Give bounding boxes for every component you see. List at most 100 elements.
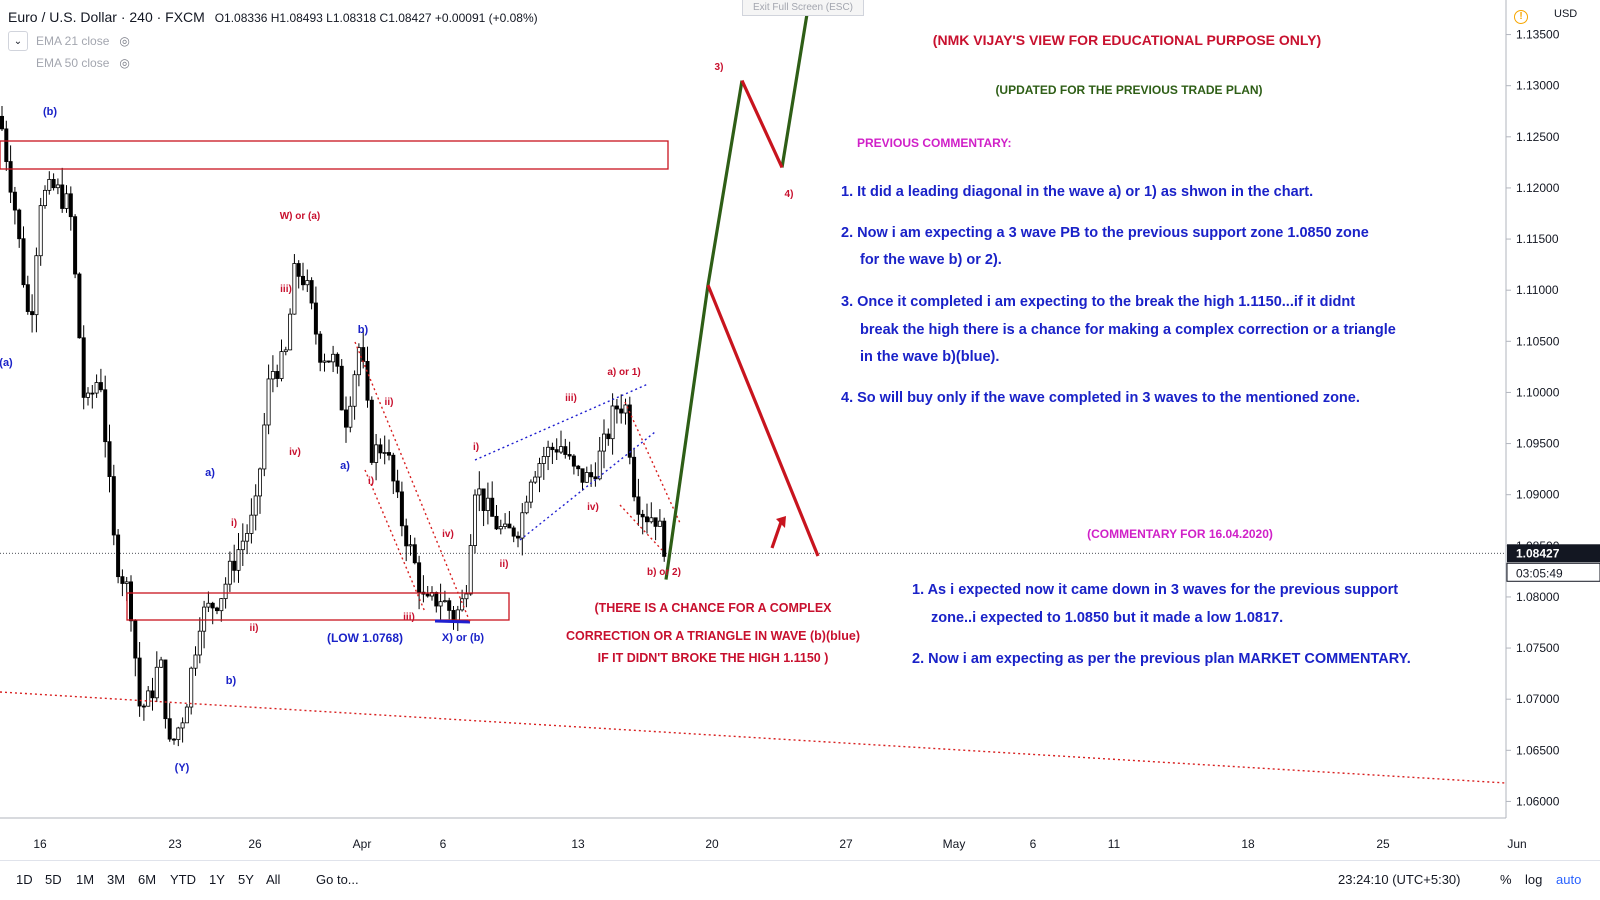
candle xyxy=(236,532,241,583)
candle xyxy=(133,619,138,677)
candle-body xyxy=(90,392,95,395)
range-all[interactable]: All xyxy=(266,872,281,887)
candle xyxy=(610,393,615,455)
candle xyxy=(395,469,400,499)
candle-body xyxy=(468,545,473,595)
candle xyxy=(447,597,452,620)
candle-body xyxy=(331,353,336,363)
time-axis: 16 23 26 Apr 6 13 20 27 May 6 11 18 25 Jun xyxy=(0,817,1527,851)
candle-body xyxy=(382,452,387,454)
candle-body xyxy=(305,280,310,286)
candle-body xyxy=(288,313,293,351)
indicator-ema21[interactable]: ⌄ EMA 21 close ◎ xyxy=(8,31,130,51)
wave-label-red: iii) xyxy=(280,284,292,295)
candle-body xyxy=(455,609,460,621)
candle-body xyxy=(361,347,366,362)
dotted-channel-upper xyxy=(354,341,471,623)
candle-body xyxy=(404,525,409,547)
candle-body xyxy=(171,738,176,741)
exit-fullscreen-button[interactable]: Exit Full Screen (ESC) xyxy=(742,0,864,16)
eye-slash-icon[interactable]: ◎ xyxy=(119,34,130,48)
wave-label-blue: (b) xyxy=(43,106,57,118)
candle-body xyxy=(30,311,35,316)
candle xyxy=(584,466,589,483)
candle xyxy=(404,518,409,562)
range-5y[interactable]: 5Y xyxy=(238,872,254,887)
candle-body xyxy=(116,534,121,578)
candle xyxy=(571,454,576,475)
candle-body xyxy=(662,520,667,557)
candle xyxy=(636,478,641,526)
indicator-ema50[interactable]: EMA 50 close ◎ xyxy=(36,56,130,70)
candle-body xyxy=(283,349,288,353)
candle xyxy=(77,272,82,339)
range-1d[interactable]: 1D xyxy=(16,872,33,887)
candle-body xyxy=(606,433,611,440)
range-1y[interactable]: 1Y xyxy=(209,872,225,887)
time-tick-label: Apr xyxy=(353,837,372,851)
candle-body xyxy=(636,496,641,515)
range-1m[interactable]: 1M xyxy=(76,872,95,887)
wave-label-red: iv) xyxy=(289,447,301,458)
candle xyxy=(386,439,391,461)
candle-body xyxy=(146,690,151,707)
range-6m[interactable]: 6M xyxy=(138,872,157,887)
candle-body xyxy=(270,371,275,380)
warning-icon[interactable]: ! xyxy=(1514,10,1528,24)
eye-slash-icon[interactable]: ◎ xyxy=(119,56,130,70)
price-tick-label: 1.06000 xyxy=(1516,794,1560,808)
time-tick-label: 25 xyxy=(1376,837,1390,851)
range-5d[interactable]: 5D xyxy=(45,872,62,887)
candle xyxy=(180,717,185,743)
range-3m[interactable]: 3M xyxy=(107,872,126,887)
chevron-down-icon[interactable]: ⌄ xyxy=(8,31,28,51)
candle-body xyxy=(154,666,159,699)
price-tick-label: 1.11000 xyxy=(1516,283,1559,297)
candle-body xyxy=(133,620,138,659)
candle xyxy=(576,464,581,477)
candle-body xyxy=(296,263,301,277)
goto-button[interactable]: Go to... xyxy=(316,872,359,887)
candle-body xyxy=(326,360,331,363)
candle-body xyxy=(434,592,439,607)
percent-toggle[interactable]: % xyxy=(1500,872,1512,887)
candle xyxy=(541,446,546,480)
candle xyxy=(520,503,525,556)
candle-body xyxy=(485,497,490,511)
candle-body xyxy=(490,497,495,517)
candle-body xyxy=(120,576,125,584)
candle xyxy=(494,505,499,531)
candle xyxy=(472,489,477,554)
range-ytd[interactable]: YTD xyxy=(170,872,196,887)
wave-label-red: iv) xyxy=(587,502,599,513)
time-tick-label: Jun xyxy=(1507,837,1526,851)
candle-body xyxy=(55,184,60,189)
candle xyxy=(498,519,503,535)
wave-label-blue: (Y) xyxy=(175,762,190,774)
wave-label-red: i) xyxy=(473,442,479,453)
candle xyxy=(253,484,258,531)
indicator-label: EMA 50 close xyxy=(36,56,110,70)
candle-body xyxy=(559,446,564,453)
candle-body xyxy=(266,378,271,426)
candle xyxy=(270,355,275,393)
candle-body xyxy=(365,361,370,401)
candle xyxy=(614,398,619,424)
complex-correction-note: IF IT DIDN'T BROKE THE HIGH 1.1150 ) xyxy=(598,651,829,665)
log-toggle[interactable]: log xyxy=(1525,872,1543,887)
candle-body xyxy=(60,184,65,209)
candle xyxy=(245,524,250,555)
wave-label-red: ii) xyxy=(385,397,394,408)
candle-body xyxy=(623,404,628,414)
candle xyxy=(219,598,224,622)
candle-body xyxy=(451,610,456,621)
candle-body xyxy=(645,516,650,523)
candle xyxy=(382,435,387,465)
candle-body xyxy=(4,128,9,162)
candle xyxy=(81,325,86,410)
candle xyxy=(17,208,22,248)
candle-body xyxy=(249,514,254,534)
time-tick-label: 20 xyxy=(705,837,719,851)
auto-toggle[interactable]: auto xyxy=(1556,872,1582,887)
